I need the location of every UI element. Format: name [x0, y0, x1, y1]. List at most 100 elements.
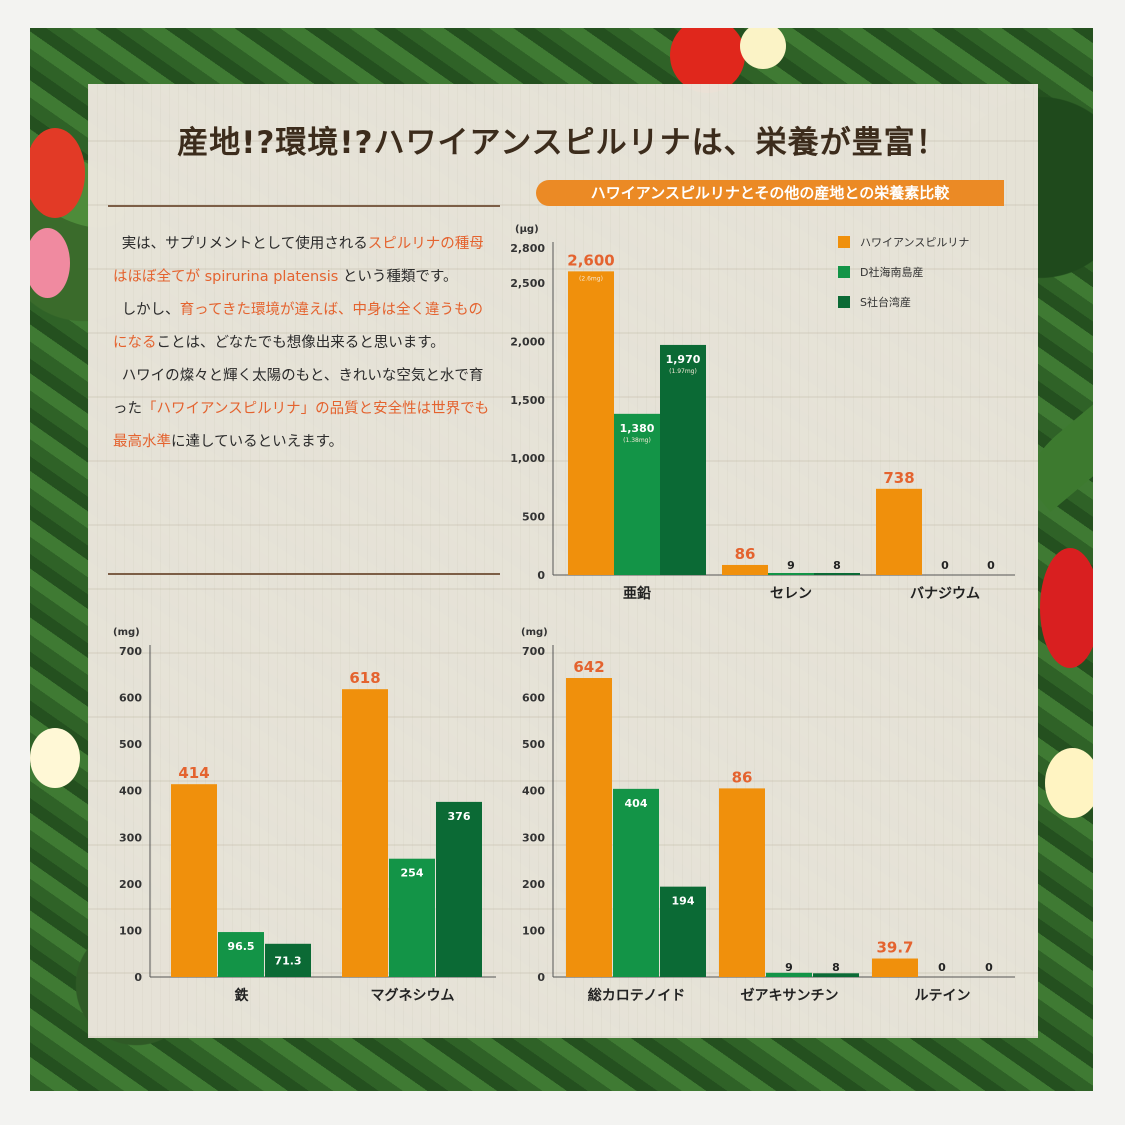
bar: [814, 573, 860, 575]
data-label: 8: [832, 961, 840, 974]
y-tick-label: 600: [119, 692, 142, 705]
x-category-label: 亜鉛: [623, 585, 651, 602]
data-label: 2,600: [567, 251, 614, 269]
x-category-label: ルテイン: [915, 988, 971, 1004]
bar: [389, 858, 435, 977]
bar: [568, 271, 614, 575]
data-label: 9: [785, 961, 793, 974]
y-tick-label: 2,500: [510, 277, 545, 290]
y-tick-label: 600: [522, 692, 545, 705]
data-note: (1.97mg): [669, 368, 697, 375]
x-category-label: 鉄: [235, 987, 250, 1004]
data-label: 738: [883, 469, 914, 487]
data-note: (1.38mg): [623, 437, 651, 444]
data-label: 71.3: [274, 954, 301, 967]
y-tick-label: 700: [522, 645, 545, 658]
y-tick-label: 400: [119, 785, 142, 798]
legend-label: S社台湾産: [860, 295, 911, 309]
data-label: 254: [401, 867, 424, 880]
legend-swatch: [838, 266, 850, 278]
description-text: 実は、サプリメントとして使用されるスピルリナの種母はほぼ全てが spirurin…: [113, 228, 493, 459]
y-tick-label: 100: [522, 924, 545, 937]
plumeria-flower-decoration: [30, 728, 80, 788]
bar: [171, 784, 217, 977]
bar: [614, 413, 660, 575]
y-tick-label: 700: [119, 645, 142, 658]
x-category-label: 総カロテノイド: [588, 987, 686, 1004]
x-category-label: セレン: [770, 586, 812, 602]
y-tick-label: 100: [119, 924, 142, 937]
data-label: 0: [941, 559, 949, 572]
bar: [872, 958, 918, 977]
data-label: 414: [178, 764, 209, 782]
bar: [660, 344, 706, 575]
y-tick-label: 0: [537, 971, 545, 984]
hibiscus-pink-decoration: [30, 228, 70, 298]
divider-line: [108, 573, 500, 575]
data-label: 194: [672, 895, 695, 908]
body-text-run: しかし、: [121, 302, 180, 318]
chart-heading-banner: ハワイアンスピルリナとその他の産地との栄養素比較: [536, 180, 1004, 206]
bar: [218, 932, 264, 977]
y-tick-label: 200: [522, 878, 545, 891]
data-label: 0: [985, 961, 993, 974]
body-text-run: ことは、どなたでも想像出来ると思います。: [156, 335, 445, 351]
highlighted-text: 育ってきた環境が違えば、中身は全く違うものになる: [113, 302, 484, 351]
y-tick-label: 1,000: [510, 452, 545, 465]
body-text-run: という種類です。: [338, 269, 458, 285]
plumeria-flower-decoration: [1045, 748, 1093, 818]
y-tick-label: 2,000: [510, 335, 545, 348]
data-label: 96.5: [227, 940, 254, 953]
axis-unit-label: (mg): [113, 627, 140, 638]
y-tick-label: 300: [119, 831, 142, 844]
axis-unit-label: (mg): [521, 627, 548, 638]
data-label: 1,970: [666, 353, 701, 366]
data-label: 642: [573, 658, 604, 676]
y-tick-label: 200: [119, 878, 142, 891]
data-label: 86: [732, 768, 753, 786]
data-label: 404: [625, 797, 648, 810]
bar: [613, 788, 659, 977]
page-title: 産地!?環境!?ハワイアンスピルリナは、栄養が豊富！: [177, 125, 948, 161]
y-tick-label: 500: [522, 738, 545, 751]
paragraph: ハワイの燦々と輝く太陽のもと、きれいな空気と水で育った「ハワイアンスピルリナ」の…: [113, 360, 493, 459]
bar: [766, 972, 812, 977]
y-tick-label: 2,800: [510, 242, 545, 255]
data-note: (2.6mg): [579, 275, 603, 282]
bar: [342, 689, 388, 977]
legend-label: ハワイアンスピルリナ: [860, 236, 969, 249]
y-tick-label: 0: [134, 971, 142, 984]
axis-unit-label: (μg): [515, 224, 539, 235]
hibiscus-red-decoration: [1040, 548, 1093, 668]
legend-label: D社海南島産: [860, 265, 923, 279]
bar: [719, 788, 765, 977]
body-text-run: ハワイの燦々と輝く太陽のもと、きれいな空気と水で育った: [113, 368, 484, 417]
divider-line: [108, 205, 500, 207]
legend-swatch: [838, 236, 850, 248]
plumeria-flower-decoration: [740, 28, 786, 69]
bar: [566, 678, 612, 977]
bar: [813, 973, 859, 977]
data-label: 0: [987, 559, 995, 572]
x-category-label: バナジウム: [910, 586, 980, 602]
legend-swatch: [838, 296, 850, 308]
data-label: 86: [735, 545, 756, 563]
data-label: 376: [448, 810, 471, 823]
body-text-run: 実は、サプリメントとして使用される: [121, 236, 368, 252]
y-tick-label: 1,500: [510, 394, 545, 407]
bar: [436, 801, 482, 977]
hibiscus-red-decoration: [30, 128, 85, 218]
y-tick-label: 300: [522, 831, 545, 844]
data-label: 1,380: [620, 422, 655, 435]
x-category-label: ゼアキサンチン: [741, 987, 839, 1004]
data-label: 0: [938, 961, 946, 974]
bar: [768, 573, 814, 575]
y-tick-label: 500: [522, 511, 545, 524]
bar: [265, 943, 311, 977]
chart-legend: ハワイアンスピルリナ D社海南島産 S社台湾産: [838, 236, 969, 309]
y-tick-label: 400: [522, 785, 545, 798]
bar: [660, 886, 706, 977]
y-tick-label: 500: [119, 738, 142, 751]
